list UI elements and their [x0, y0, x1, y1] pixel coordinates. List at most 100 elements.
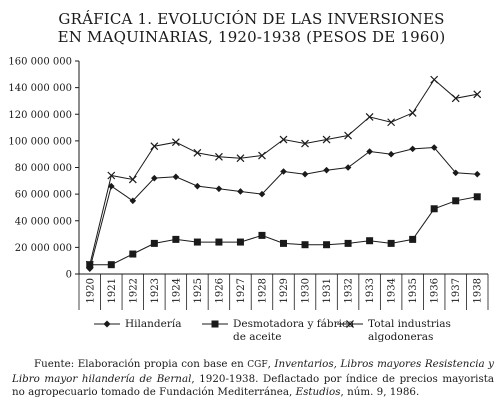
- x-tick-label: 1930: [301, 278, 312, 303]
- data-point-diamond: [194, 182, 201, 190]
- data-point-square: [473, 193, 481, 201]
- chart-title-line-2: EN MAQUINARIAS, 1920-1938 (PESOS DE 1960…: [57, 28, 446, 46]
- cross-stroke: [473, 90, 482, 99]
- chart-title: GRÁFICA 1. EVOLUCIÓN DE LAS INVERSIONES …: [0, 10, 503, 46]
- data-point-square: [366, 237, 374, 245]
- data-point-cross: [301, 139, 309, 148]
- x-tick-label: 1923: [150, 278, 161, 303]
- data-point-square: [258, 231, 266, 239]
- cross-stroke: [430, 75, 439, 84]
- y-tick-label: 140 000 000: [8, 83, 72, 94]
- data-point-square: [236, 238, 244, 246]
- legend-label-desmotadora: Desmotadora y fábrica de aceite: [233, 318, 354, 344]
- x-tick-label: 1928: [257, 278, 268, 303]
- x-tick-label: 1935: [408, 278, 419, 303]
- data-point-square: [301, 241, 309, 249]
- data-point-diamond: [107, 182, 115, 190]
- data-point-square: [387, 239, 395, 247]
- data-point-cross: [279, 135, 288, 144]
- data-point-square: [129, 250, 137, 258]
- data-point-cross: [365, 112, 374, 121]
- data-point-cross: [214, 152, 223, 161]
- data-point-square: [344, 239, 352, 247]
- chart-legend: Hilandería Desmotadora y fábrica de acei…: [94, 318, 494, 354]
- cross-stroke: [451, 94, 460, 103]
- x-tick-label: 1931: [322, 278, 333, 303]
- cross-stroke: [387, 118, 396, 127]
- legend-diamond-marker: [94, 320, 120, 328]
- chart-title-line-1: GRÁFICA 1. EVOLUCIÓN DE LAS INVERSIONES: [58, 10, 445, 28]
- cross-stroke: [258, 151, 266, 160]
- data-point-square: [409, 235, 417, 243]
- x-tick-label: 1932: [344, 278, 355, 303]
- x-tick-label: 1938: [473, 278, 484, 303]
- legend-label-total-line-1: Total industrias: [368, 318, 451, 330]
- data-point-cross: [387, 118, 396, 127]
- series-line-1: [89, 196, 478, 266]
- data-point-diamond: [151, 174, 158, 182]
- data-point-square: [150, 239, 158, 247]
- data-point-square: [430, 205, 438, 213]
- legend-label-total-line-2: algodoneras: [368, 331, 434, 343]
- source-italic-journal: Estudios: [295, 386, 341, 398]
- y-tick-label: 100 000 000: [8, 136, 72, 147]
- data-point-cross: [408, 108, 417, 117]
- data-point-diamond: [409, 145, 416, 153]
- data-point-cross: [171, 138, 180, 147]
- data-point-diamond: [366, 148, 373, 155]
- cross-stroke: [150, 142, 159, 151]
- source-text-4: , núm. 9, 1986.: [340, 386, 420, 398]
- cross-stroke: [408, 108, 417, 117]
- data-point-cross: [258, 151, 266, 160]
- data-point-diamond: [129, 197, 137, 205]
- data-point-square: [215, 238, 223, 246]
- data-point-square: [323, 241, 331, 249]
- data-point-diamond: [301, 170, 309, 178]
- x-tick-label: 1925: [193, 278, 204, 303]
- legend-square-marker: [202, 320, 228, 328]
- legend-label-hilanderia: Hilandería: [125, 318, 182, 330]
- legend-cross-marker: [337, 320, 363, 328]
- data-point-diamond: [280, 168, 287, 175]
- data-point-cross: [193, 148, 202, 157]
- data-point-cross: [451, 94, 460, 103]
- x-tick-label: 1922: [128, 278, 139, 303]
- data-point-square: [172, 235, 180, 243]
- source-abbrev-cgf: CGF: [247, 360, 268, 370]
- legend-item-hilanderia: Hilandería: [94, 318, 181, 331]
- source-italic-title: Inventarios, Libros mayores Resistencia …: [12, 358, 494, 385]
- data-point-diamond: [430, 144, 438, 151]
- x-tick-label: 1936: [430, 278, 441, 303]
- cross-stroke: [85, 260, 94, 269]
- y-tick-label: 120 000 000: [8, 110, 72, 121]
- data-point-cross: [430, 75, 439, 84]
- source-text-2: ,: [267, 358, 275, 370]
- cross-stroke: [344, 131, 353, 140]
- cross-stroke: [128, 175, 137, 184]
- cross-stroke: [365, 112, 374, 121]
- data-point-diamond: [237, 188, 244, 195]
- y-tick-label: 160 000 000: [8, 57, 72, 68]
- data-point-cross: [107, 171, 116, 180]
- data-point-cross: [473, 90, 482, 99]
- data-point-diamond: [344, 164, 352, 171]
- x-tick-label: 1924: [171, 278, 182, 303]
- legend-label-total: Total industrias algodoneras: [368, 318, 451, 344]
- cross-stroke: [214, 152, 223, 161]
- legend-item-desmotadora: Desmotadora y fábrica de aceite: [202, 318, 354, 344]
- y-tick-label: 40 000 000: [15, 216, 72, 227]
- data-point-diamond: [215, 185, 223, 193]
- x-tick-label: 1934: [387, 278, 398, 303]
- data-point-cross: [150, 142, 159, 151]
- data-point-diamond: [387, 150, 395, 158]
- series-line-0: [89, 146, 478, 269]
- cross-stroke: [279, 135, 288, 144]
- cross-stroke: [107, 171, 116, 180]
- cross-stroke: [193, 148, 202, 157]
- x-tick-label: 1933: [365, 278, 376, 303]
- cross-stroke: [322, 135, 331, 144]
- data-point-cross: [322, 135, 331, 144]
- data-point-diamond: [452, 169, 460, 177]
- y-tick-label: 20 000 000: [15, 243, 72, 254]
- cross-stroke: [301, 139, 309, 148]
